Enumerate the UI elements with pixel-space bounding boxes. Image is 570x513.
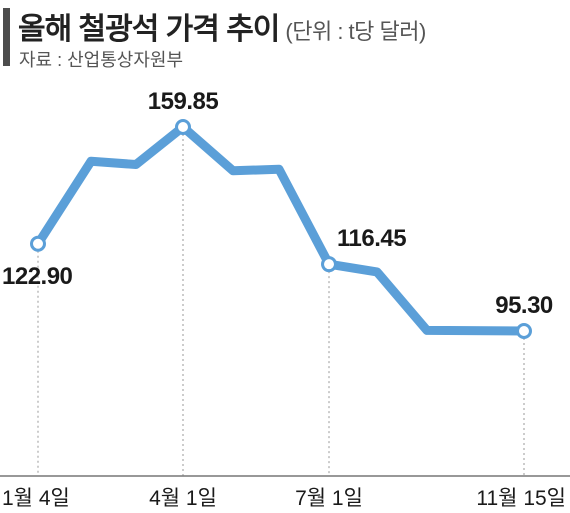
guide-lines: [37, 134, 525, 476]
data-label: 95.30: [495, 292, 553, 319]
price-series-line: [33, 122, 529, 336]
x-tick-labels: 1월 4일 4월 1일 7월 1일 11월 15일: [2, 487, 566, 510]
data-label: 122.90: [2, 263, 73, 290]
x-tick-label: 4월 1일: [149, 487, 217, 510]
data-point-marker: [516, 323, 532, 339]
chart-header: 올해 철광석 가격 추이 (단위 : t당 달러) 자료 : 산업통상자원부: [0, 0, 570, 80]
data-point-marker: [321, 256, 337, 273]
chart-title-text: 올해 철광석 가격 추이: [18, 13, 280, 46]
data-point-marker: [30, 235, 46, 252]
data-point-marker: [175, 119, 191, 135]
data-label: 159.85: [148, 88, 219, 115]
chart-title: 올해 철광석 가격 추이 (단위 : t당 달러): [18, 4, 426, 48]
chart-source: 자료 : 산업통상자원부: [19, 50, 184, 70]
chart-unit: (단위 : t당 달러): [285, 19, 426, 44]
x-tick-label: 11월 15일: [476, 487, 566, 510]
point-markers: [30, 119, 532, 339]
title-accent-bar: [3, 8, 10, 66]
x-tick-label: 1월 4일: [2, 487, 70, 510]
data-label: 116.45: [337, 225, 406, 252]
data-labels: 122.90 159.85 116.45 95.30: [2, 88, 553, 319]
x-tick-label: 7월 1일: [295, 487, 363, 510]
